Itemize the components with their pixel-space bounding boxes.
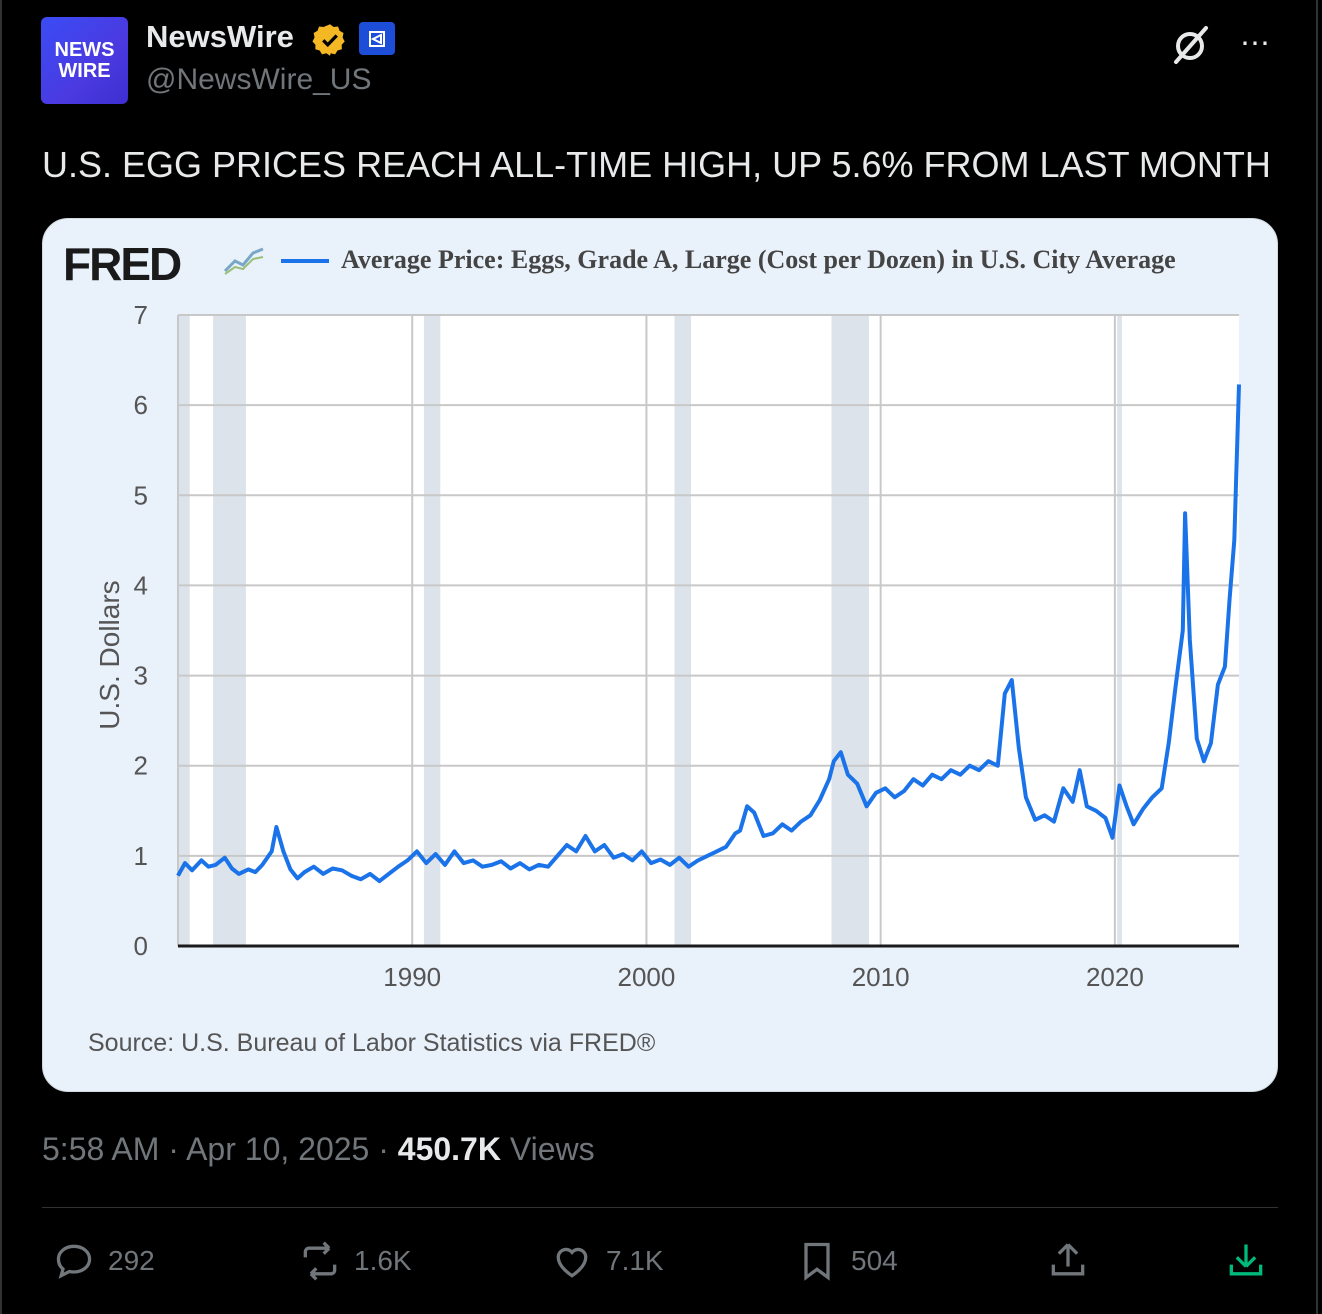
recession-band <box>178 315 190 946</box>
legend-swatch <box>281 259 329 263</box>
x-tick-label: 2000 <box>618 962 676 992</box>
download-icon <box>1229 1244 1263 1276</box>
author-name[interactable]: NewsWire <box>146 19 294 54</box>
bookmark-count: 504 <box>851 1245 898 1276</box>
y-tick-label: 7 <box>134 300 148 330</box>
repost-count: 1.6K <box>354 1245 412 1276</box>
divider <box>42 1207 1278 1208</box>
affiliation-badge-icon[interactable] <box>359 22 395 55</box>
x-tick-label: 2010 <box>852 962 910 992</box>
share-icon <box>1051 1243 1085 1276</box>
more-options-icon[interactable]: ⋯ <box>1240 27 1271 60</box>
reply-button[interactable]: 292 <box>52 1238 155 1284</box>
heart-icon <box>556 1247 588 1278</box>
tweet-date[interactable]: Apr 10, 2025 <box>186 1131 370 1167</box>
like-button[interactable]: 7.1K <box>550 1238 664 1284</box>
fred-logo: FRED <box>63 238 182 290</box>
plot-area <box>178 315 1239 946</box>
x-tick-label: 1990 <box>383 962 441 992</box>
y-tick-label: 0 <box>134 931 148 961</box>
bookmark-icon <box>804 1242 830 1281</box>
like-count: 7.1K <box>606 1245 664 1276</box>
y-tick-label: 6 <box>134 390 148 420</box>
chart-source: Source: U.S. Bureau of Labor Statistics … <box>88 1029 656 1057</box>
recession-band <box>831 315 869 946</box>
tweet-text: U.S. EGG PRICES REACH ALL-TIME HIGH, UP … <box>42 144 1271 185</box>
x-tick-label: 2020 <box>1086 962 1144 992</box>
tweet-time[interactable]: 5:58 AM <box>42 1131 160 1167</box>
repost-icon <box>303 1241 337 1281</box>
tweet-meta: 5:58 AM · Apr 10, 2025 · 450.7K Views <box>42 1131 595 1167</box>
author-handle[interactable]: @NewsWire_US <box>146 63 372 96</box>
line-chart: 0 1 2 3 4 5 6 7 1990 2000 2010 2020 <box>134 300 1241 992</box>
y-tick-label: 2 <box>134 751 148 781</box>
recession-band <box>1117 315 1122 946</box>
legend-label: Average Price: Eggs, Grade A, Large (Cos… <box>341 245 1176 274</box>
recession-band <box>674 315 691 946</box>
reply-icon <box>56 1244 92 1279</box>
y-tick-label: 3 <box>134 661 148 691</box>
share-button[interactable] <box>1046 1238 1102 1284</box>
avatar[interactable]: NEWS WIRE <box>41 17 128 104</box>
views-label: Views <box>509 1131 595 1167</box>
bookmark-button[interactable]: 504 <box>795 1238 898 1284</box>
views-count: 450.7K <box>397 1131 501 1167</box>
repost-button[interactable]: 1.6K <box>298 1238 412 1284</box>
y-tick-label: 5 <box>134 480 148 510</box>
y-tick-label: 4 <box>134 570 148 600</box>
avatar-text-bottom: WIRE <box>58 59 111 82</box>
grok-icon[interactable] <box>1168 24 1212 68</box>
avatar-text-top: NEWS <box>54 38 115 61</box>
verified-badge-icon[interactable] <box>312 22 348 58</box>
download-button[interactable] <box>1224 1238 1280 1284</box>
series-line <box>176 384 1241 884</box>
recession-band <box>423 315 441 946</box>
chart-card[interactable]: FRED Average Price: Eggs, Grade A, Large… <box>42 218 1278 1092</box>
y-tick-label: 1 <box>134 841 148 871</box>
recession-band <box>213 315 246 946</box>
fred-logo-icon <box>221 241 267 277</box>
reply-count: 292 <box>108 1245 155 1276</box>
